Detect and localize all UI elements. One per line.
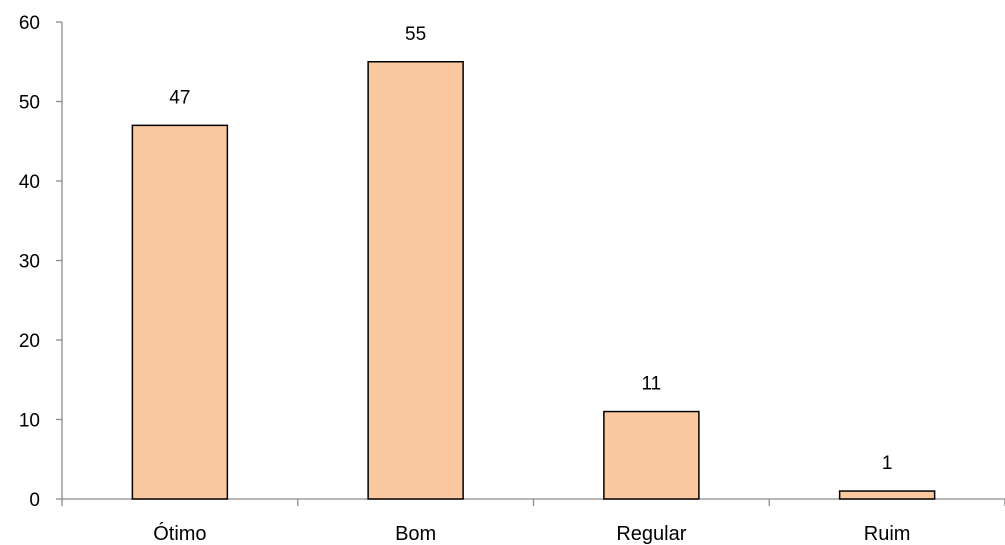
bar-value-label: 47 [169,87,190,108]
x-category-label: Ótimo [153,522,206,545]
bars [131,61,936,500]
x-category-label: Regular [616,523,686,545]
y-tick-label: 40 [19,172,40,193]
x-axis: Ótimo Bom Regular Ruim [61,498,1005,545]
y-tick-label: 0 [29,490,40,511]
x-category-label: Ruim [864,523,911,545]
x-category-label: Bom [395,523,436,545]
bar-value-label: 55 [405,24,426,45]
y-axis: 0 10 20 30 40 50 60 [19,13,63,511]
y-tick-label: 50 [19,93,40,114]
y-tick-label: 10 [19,411,40,432]
y-tick-label: 60 [19,13,40,34]
bar [838,490,936,500]
bar [131,124,229,500]
bar-value-label: 11 [642,374,662,395]
y-tick-label: 20 [19,331,40,352]
bar-value-label: 1 [882,453,893,474]
bar [367,61,464,500]
y-tick-label: 30 [19,252,40,273]
bar [603,410,700,500]
